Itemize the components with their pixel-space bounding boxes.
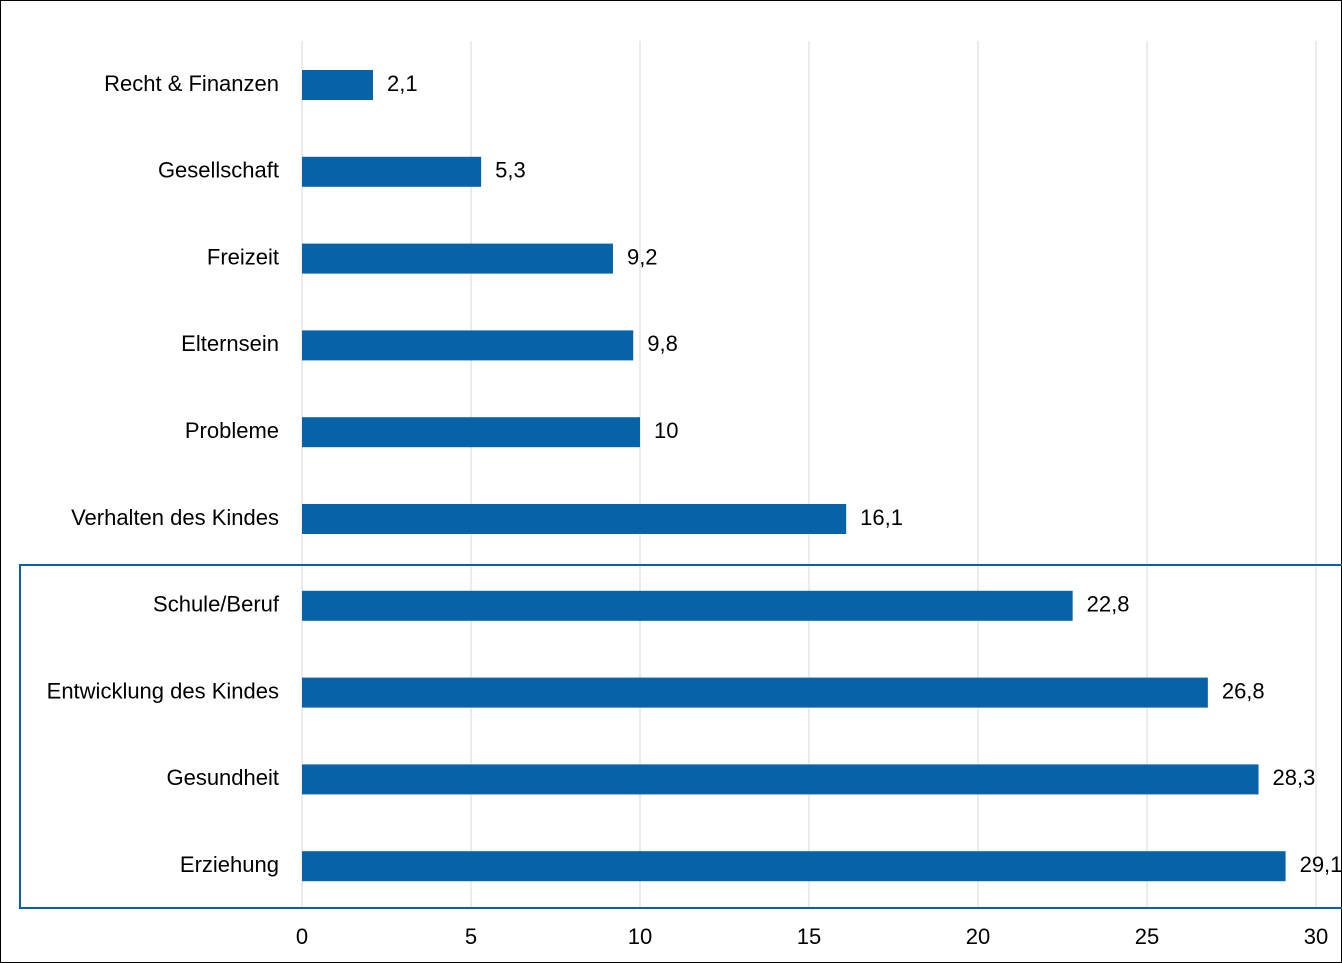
value-label: 29,1: [1300, 852, 1342, 877]
value-label: 28,3: [1273, 765, 1316, 790]
x-tick-label: 5: [465, 924, 477, 949]
y-tick-label: Gesundheit: [166, 765, 279, 790]
x-tick-label: 0: [296, 924, 308, 949]
y-tick-label: Gesellschaft: [158, 158, 279, 183]
x-tick-label: 10: [628, 924, 652, 949]
bar: [302, 764, 1259, 795]
bar: [302, 590, 1073, 621]
value-label: 5,3: [495, 158, 526, 183]
y-tick-label: Probleme: [185, 418, 279, 443]
value-label: 26,8: [1222, 678, 1265, 703]
bar: [302, 330, 634, 361]
bar: [302, 417, 640, 448]
bar: [302, 156, 482, 187]
highlight-box: [19, 564, 1342, 909]
y-tick-label: Elternsein: [181, 331, 279, 356]
bar: [302, 851, 1286, 882]
y-tick-label: Erziehung: [180, 852, 279, 877]
y-tick-label: Entwicklung des Kindes: [47, 678, 279, 703]
value-label: 2,1: [387, 71, 418, 96]
value-label: 9,8: [647, 331, 678, 356]
x-tick-label: 25: [1135, 924, 1159, 949]
y-tick-label: Verhalten des Kindes: [71, 505, 279, 530]
bar: [302, 504, 847, 534]
bar: [302, 677, 1208, 708]
x-tick-label: 20: [966, 924, 990, 949]
value-label: 9,2: [627, 244, 658, 269]
value-label: 22,8: [1087, 592, 1130, 617]
bar: [302, 243, 613, 274]
y-tick-label: Schule/Beruf: [153, 592, 280, 617]
y-tick-label: Freizeit: [207, 244, 279, 269]
value-label: 16,1: [860, 505, 903, 530]
y-tick-label: Recht & Finanzen: [104, 71, 279, 96]
value-label: 10: [654, 418, 678, 443]
x-tick-label: 15: [797, 924, 821, 949]
bar: [302, 70, 373, 100]
x-tick-label: 30: [1304, 924, 1328, 949]
